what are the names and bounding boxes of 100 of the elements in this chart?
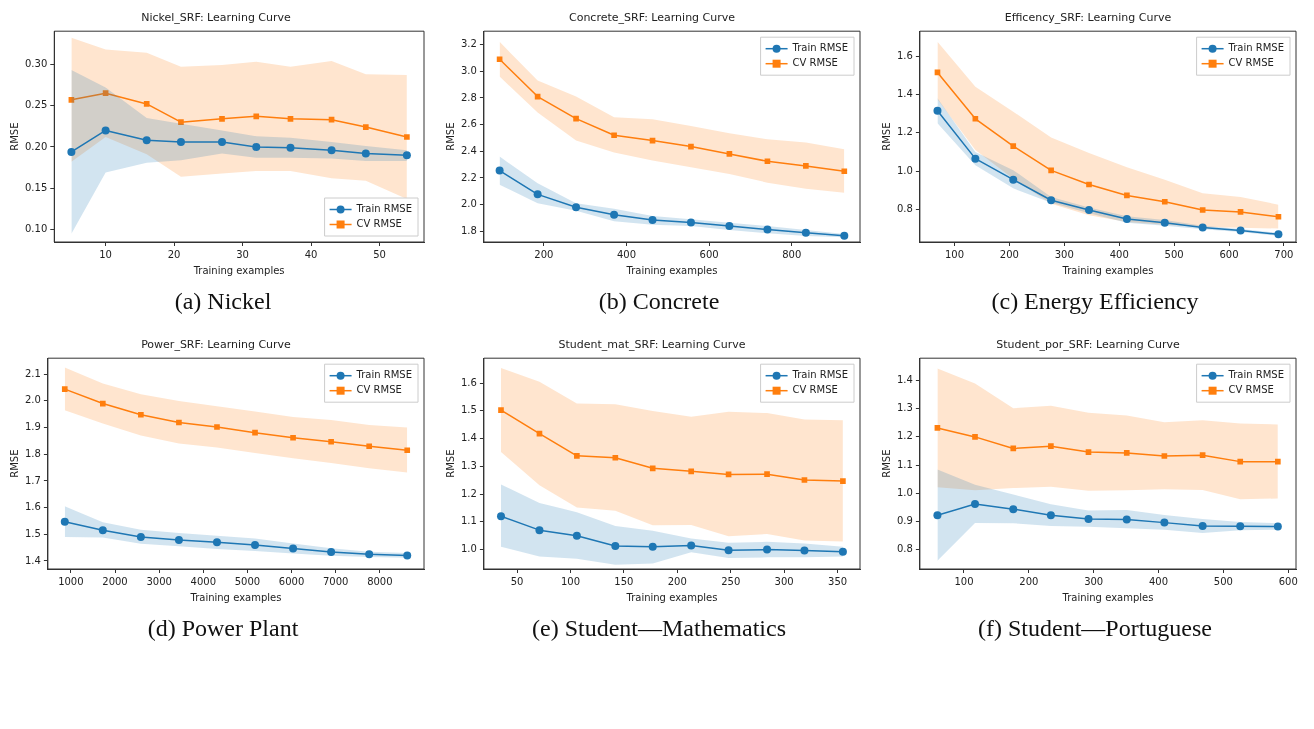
chart-title: Nickel_SRF: Learning Curve [141, 11, 292, 25]
point [1009, 505, 1018, 514]
x-tick-label: 500 [1213, 575, 1233, 587]
point [495, 166, 504, 175]
point [101, 126, 110, 135]
legend-label: CV RMSE [792, 57, 838, 69]
point [801, 228, 810, 237]
x-tick-label: 50 [373, 248, 386, 260]
point [572, 531, 581, 540]
point [366, 443, 372, 450]
x-tick-label: 100 [954, 575, 974, 587]
point [725, 221, 734, 230]
point [1275, 458, 1281, 465]
y-tick-label: 3.0 [461, 64, 477, 76]
x-axis-title: Training examples [192, 264, 285, 276]
point [1160, 218, 1169, 227]
point [365, 550, 374, 559]
point [1237, 209, 1244, 215]
y-tick-label: 1.2 [461, 487, 477, 499]
y-tick-label: 1.1 [897, 458, 913, 470]
y-tick-label: 1.0 [897, 486, 913, 498]
y-axis-title: RMSE [444, 449, 456, 478]
point [99, 400, 106, 407]
point [61, 386, 68, 392]
point [573, 115, 579, 122]
point [971, 500, 980, 509]
point [1048, 443, 1054, 449]
point [1237, 458, 1244, 465]
point [60, 517, 69, 526]
x-tick-label: 4000 [190, 575, 217, 587]
x-tick-label: 500 [1164, 248, 1184, 260]
point [252, 429, 258, 436]
point [253, 113, 260, 120]
x-tick-label: 800 [782, 248, 802, 260]
point [1236, 522, 1245, 531]
x-axis-title: Training examples [189, 591, 282, 603]
point [404, 447, 411, 454]
x-tick-label: 250 [721, 575, 741, 587]
point [1199, 452, 1206, 458]
point [688, 468, 695, 475]
point [1275, 213, 1282, 220]
x-tick-label: 20 [167, 248, 181, 260]
point [1198, 223, 1207, 232]
y-tick-label: 1.2 [897, 126, 913, 138]
legend-label: CV RMSE [792, 384, 838, 396]
point [1010, 143, 1017, 150]
point [572, 203, 581, 212]
point [402, 151, 411, 160]
point [533, 190, 542, 199]
chart-title: Power_SRF: Learning Curve [141, 338, 292, 352]
y-tick-label: 1.7 [25, 474, 41, 486]
point [1124, 192, 1130, 199]
point [361, 149, 370, 158]
y-tick-label: 0.9 [897, 514, 913, 526]
y-tick-label: 1.2 [897, 430, 913, 442]
y-axis-title: RMSE [8, 122, 20, 151]
y-tick-label: 1.0 [897, 164, 913, 176]
y-axis-title: RMSE [444, 122, 456, 151]
point [1085, 449, 1092, 455]
point [840, 231, 849, 240]
point [535, 526, 544, 535]
point [1198, 522, 1207, 530]
y-tick-label: 1.6 [25, 501, 41, 513]
point [688, 143, 694, 150]
legend-label: CV RMSE [1228, 57, 1274, 69]
x-tick-label: 300 [774, 575, 794, 587]
chart-title: Concrete_SRF: Learning Curve [568, 11, 736, 25]
x-axis-title: Training examples [1061, 591, 1154, 603]
x-tick-label: 5000 [234, 575, 261, 587]
point [764, 471, 770, 477]
y-tick-label: 1.5 [25, 527, 41, 539]
x-tick-label: 400 [1148, 575, 1169, 587]
point [1199, 207, 1206, 213]
y-tick-label: 0.25 [25, 99, 48, 111]
point [1123, 450, 1130, 456]
point [840, 478, 846, 484]
legend-label: CV RMSE [356, 218, 402, 230]
y-tick-label: 1.1 [461, 515, 477, 527]
point [1047, 196, 1056, 205]
y-axis-title: RMSE [880, 122, 892, 151]
point [724, 546, 733, 555]
chart-title: Efficency_SRF: Learning Curve [1004, 11, 1172, 25]
point [1122, 515, 1131, 524]
y-tick-label: 2.2 [461, 171, 477, 183]
point [219, 116, 225, 122]
chart-title: Student_por_SRF: Learning Curve [996, 338, 1180, 352]
point [801, 477, 808, 483]
point [218, 137, 227, 146]
y-tick-label: 0.8 [897, 542, 913, 554]
point [1048, 167, 1054, 174]
y-tick-label: 1.4 [897, 374, 913, 386]
point [327, 547, 336, 556]
point [287, 116, 294, 122]
point [328, 438, 334, 445]
x-tick-label: 8000 [367, 575, 393, 587]
point [498, 407, 504, 413]
legend-label: Train RMSE [791, 369, 849, 381]
text: (f) Student—Portuguese [978, 615, 1212, 642]
x-tick-label: 400 [1109, 248, 1129, 260]
point [290, 434, 296, 441]
